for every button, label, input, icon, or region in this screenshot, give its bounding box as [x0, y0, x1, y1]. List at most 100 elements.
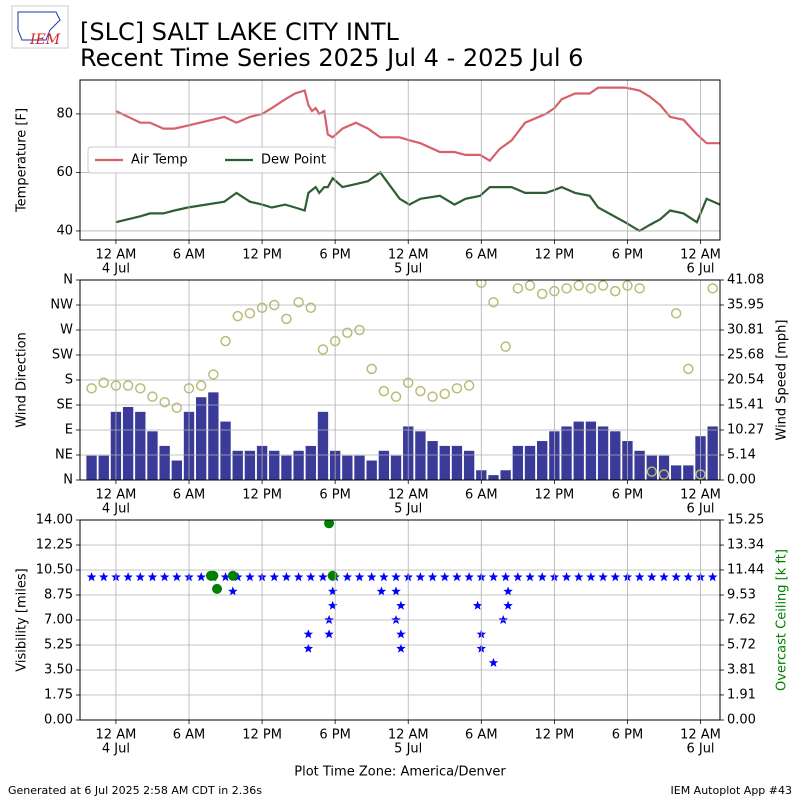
y2-tick-label: 7.62	[727, 613, 756, 628]
point	[574, 572, 584, 582]
point	[98, 377, 109, 389]
point	[498, 615, 508, 624]
y-tick-label: 80	[56, 106, 73, 121]
bar	[86, 455, 97, 480]
bar	[488, 475, 499, 480]
point	[212, 583, 223, 594]
x-tick-label: 12 AM	[680, 488, 721, 503]
plot-area	[86, 280, 718, 480]
point	[86, 383, 97, 394]
x-tick-date: 4 Jul	[102, 262, 130, 277]
point	[391, 615, 401, 624]
x-tick-label: 6 AM	[465, 248, 498, 263]
point	[324, 629, 334, 639]
point	[159, 396, 170, 408]
point	[439, 388, 451, 400]
y-tick-label: E	[65, 423, 73, 438]
y2-tick-label: 20.54	[727, 373, 764, 388]
x-tick-label: 12 AM	[388, 728, 429, 743]
point	[415, 385, 426, 397]
x-tick-date: 5 Jul	[394, 262, 422, 277]
bar	[305, 445, 316, 480]
legend-label: Air Temp	[131, 153, 188, 168]
y2-tick-label: 41.08	[727, 273, 764, 288]
bar	[159, 445, 170, 480]
y-tick-label: N	[63, 473, 73, 488]
bar	[524, 445, 536, 480]
point	[281, 313, 292, 325]
y2-tick-label: 5.14	[727, 447, 756, 462]
y2-tick-label: 1.91	[727, 687, 756, 702]
y-axis-label: Wind Direction	[15, 332, 30, 428]
point	[488, 572, 499, 582]
point	[366, 572, 377, 582]
point	[281, 572, 292, 582]
y2-tick-label: 15.25	[727, 513, 764, 528]
x-tick-label: 12 PM	[535, 248, 575, 263]
x-tick-label: 12 AM	[680, 728, 721, 743]
point	[147, 572, 158, 582]
point	[293, 572, 304, 582]
x-tick-date: 6 Jul	[686, 742, 714, 757]
point	[324, 615, 334, 624]
bar	[122, 406, 134, 480]
bar	[451, 445, 463, 480]
point	[324, 520, 335, 529]
point	[390, 391, 402, 402]
x-tick-label: 6 PM	[612, 728, 643, 743]
point	[427, 391, 438, 402]
bar	[269, 450, 280, 480]
bar	[98, 455, 109, 480]
point	[396, 643, 406, 653]
point	[293, 296, 304, 308]
line	[115, 170, 720, 233]
point	[464, 572, 474, 582]
y2-tick-label: 3.81	[727, 663, 756, 678]
x-tick-label: 12 PM	[242, 728, 282, 743]
y-tick-label: 3.50	[44, 663, 73, 678]
bar	[390, 455, 402, 480]
x-tick-label: 6 PM	[612, 248, 643, 263]
y-tick-label: W	[60, 323, 73, 338]
x-tick-label: 12 AM	[388, 248, 429, 263]
point	[525, 572, 535, 582]
point	[451, 383, 463, 394]
point	[659, 572, 669, 582]
point	[415, 572, 426, 582]
point	[597, 280, 609, 291]
title: [SLC] SALT LAKE CITY INTL	[80, 18, 400, 46]
point	[232, 310, 243, 322]
x-tick-date: 4 Jul	[102, 742, 130, 757]
point	[513, 572, 523, 582]
y-tick-label: NE	[55, 448, 73, 463]
x-tick-date: 4 Jul	[102, 502, 130, 517]
x-tick-label: 6 AM	[465, 728, 498, 743]
point	[707, 572, 718, 582]
x-tick-label: 12 AM	[96, 248, 137, 263]
x-tick-label: 6 AM	[465, 488, 498, 503]
point	[500, 572, 511, 582]
point	[135, 383, 146, 394]
y2-tick-label: 30.81	[727, 323, 764, 338]
line	[115, 86, 720, 163]
x-tick-label: 12 AM	[680, 248, 721, 263]
point	[305, 302, 317, 314]
bar	[512, 445, 524, 480]
point	[303, 629, 314, 639]
point	[427, 572, 438, 582]
bar	[366, 460, 377, 480]
x-tick-label: 6 AM	[173, 488, 206, 503]
point	[452, 572, 462, 582]
y-tick-label: 12.25	[36, 538, 73, 553]
y2-tick-label: 11.44	[727, 562, 764, 577]
plot-frame	[79, 79, 721, 241]
bar	[707, 426, 718, 480]
bar	[463, 450, 475, 480]
footer-left: Generated at 6 Jul 2025 2:58 AM CDT in 2…	[8, 784, 262, 797]
point	[244, 308, 256, 319]
y-axis-label: Visibility [miles]	[15, 568, 30, 671]
bar	[220, 421, 231, 480]
point	[524, 280, 536, 291]
bar	[147, 431, 158, 480]
